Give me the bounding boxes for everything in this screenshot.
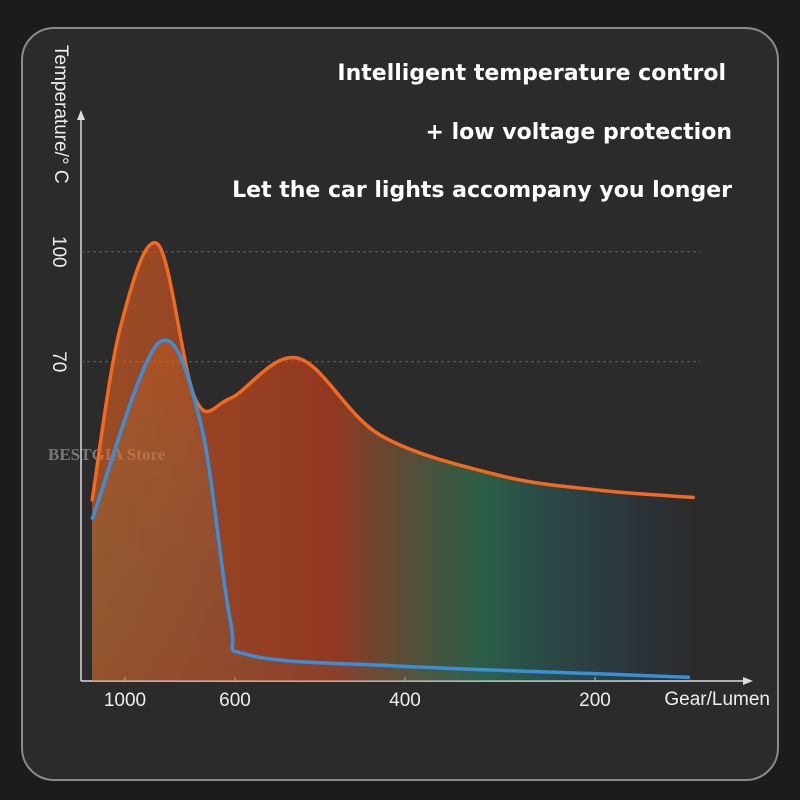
y-tick-label: 100 (48, 236, 69, 268)
headline: + low voltage protection (426, 120, 732, 145)
x-tick-label: 400 (389, 690, 421, 711)
x-tick-label: 600 (219, 690, 251, 711)
x-tick-label: 1000 (104, 690, 146, 711)
x-axis-label: Gear/Lumen (664, 689, 770, 710)
line (90, 338, 691, 680)
line (90, 241, 695, 502)
plot: 100 70 1000 600 400 200 (48, 110, 753, 711)
y-axis-label: Temperature/° C (50, 45, 71, 184)
x-axis-arrow (743, 677, 753, 685)
y-tick-label: 70 (48, 351, 69, 372)
headline: Intelligent temperature control (337, 61, 726, 86)
x-tick-label: 200 (579, 690, 611, 711)
area (92, 340, 690, 681)
headline: Let the car lights accompany you longer (232, 178, 732, 203)
area (92, 242, 695, 681)
y-axis-arrow (77, 110, 85, 120)
